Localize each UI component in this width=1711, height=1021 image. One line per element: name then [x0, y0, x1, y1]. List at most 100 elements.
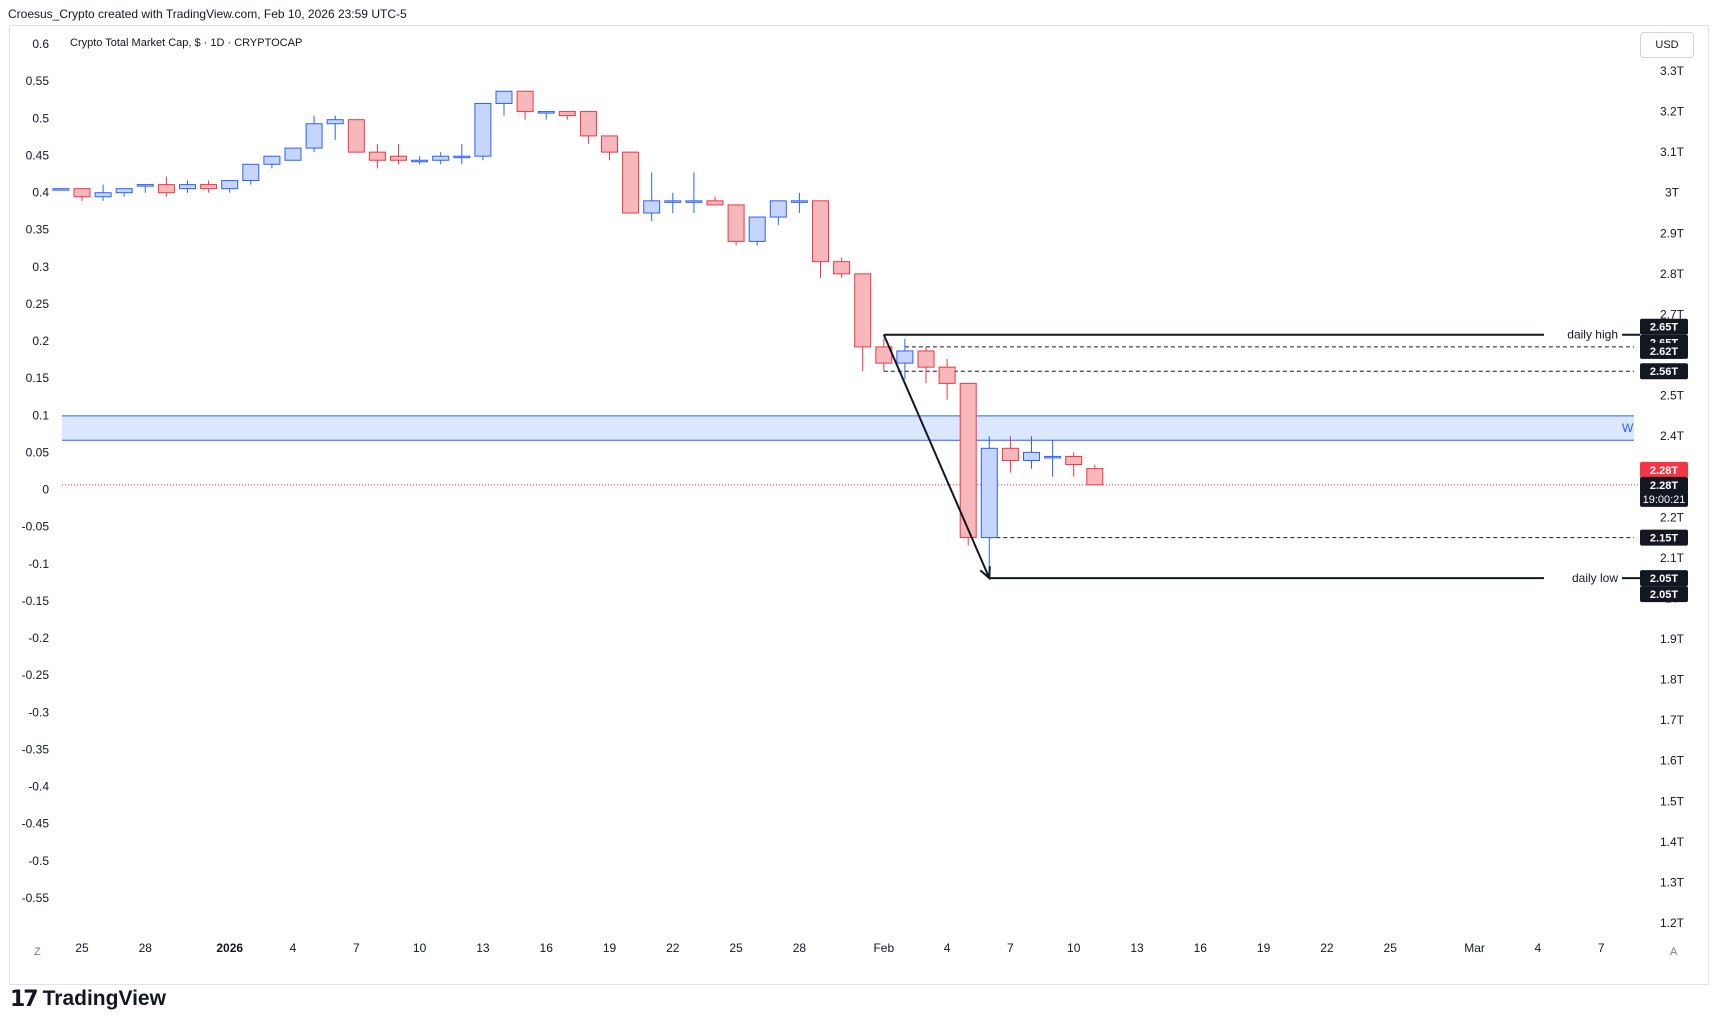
candle-body-31: [706, 200, 724, 206]
candle-body-43: [959, 382, 977, 539]
left-tick-0: 0.6: [32, 37, 49, 51]
candle-body-13: [326, 119, 344, 125]
price-tag-3: 2.56T: [1640, 363, 1688, 380]
candle-body-29: [664, 200, 682, 203]
candle-25: [579, 111, 597, 145]
price-tag-bg-3: [1640, 363, 1688, 380]
price-tag-text-7: 2.15T: [1650, 533, 1678, 545]
axis-corner-left[interactable]: Z: [34, 946, 41, 958]
candle-35: [790, 192, 808, 213]
candle-body-37: [833, 261, 851, 275]
price-tag-text-0: 2.65T: [1650, 322, 1678, 334]
right-tick-5: 2.8T: [1660, 267, 1685, 281]
time-label-0: 25: [75, 941, 89, 955]
zone-fill: [62, 415, 1634, 441]
level-lines-layer: daily high daily low: [62, 328, 1640, 585]
candle-body-20: [474, 102, 492, 157]
time-label-19: 22: [1320, 941, 1334, 955]
axis-corner-right[interactable]: A: [1670, 946, 1678, 958]
right-tick-15: 1.8T: [1660, 673, 1685, 687]
time-label-16: 13: [1130, 941, 1144, 955]
candle-10: [263, 155, 281, 169]
right-tick-9: 2.4T: [1660, 429, 1685, 443]
right-tick-20: 1.3T: [1660, 875, 1685, 889]
candle-44: [980, 436, 998, 579]
candle-body-21: [495, 90, 513, 104]
time-label-1: 28: [139, 941, 153, 955]
tradingview-logo[interactable]: 17 TradingView: [10, 985, 166, 1013]
candle-body-10: [263, 155, 281, 165]
candle-24: [558, 111, 576, 120]
attribution-header: Croesus_Crypto created with TradingView.…: [8, 7, 407, 21]
price-tag-text-8: 2.05T: [1650, 573, 1678, 585]
time-label-8: 19: [603, 941, 617, 955]
price-tag-bg-2: [1640, 342, 1688, 359]
candle-22: [516, 90, 534, 120]
candle-body-15: [368, 151, 386, 161]
currency-button[interactable]: USD: [1640, 32, 1694, 58]
candle-body-1: [73, 188, 91, 198]
left-tick-8: 0.2: [32, 334, 49, 348]
candle-body-12: [305, 123, 323, 149]
left-axis: 0.6 0.55 0.5 0.45 0.4 0.35 0.3 0.25 0.2 0.15 0.1 0.…: [22, 37, 50, 905]
candle-body-5: [157, 184, 175, 194]
right-tick-17: 1.6T: [1660, 754, 1685, 768]
time-axis[interactable]: 25 28 2026 4 7 10 13 16 19 22 25 28 Feb 4 7 10 13 16 19 22 2…: [75, 941, 1605, 955]
price-tag-bg-5: [1640, 476, 1688, 493]
tradingview-logo-icon: 17: [10, 986, 39, 1012]
left-tick-17: -0.25: [22, 668, 50, 682]
price-tag-text-2: 2.62T: [1650, 346, 1678, 358]
candle-12: [305, 115, 323, 153]
candle-2: [94, 184, 112, 201]
candle-body-17: [411, 159, 429, 163]
price-tag-bg-0: [1640, 318, 1688, 335]
candle-31: [706, 196, 724, 206]
candle-41: [917, 346, 935, 384]
candle-28: [643, 172, 661, 222]
candle-5: [157, 176, 175, 197]
left-tick-22: -0.5: [28, 854, 49, 868]
time-label-10: 25: [729, 941, 743, 955]
candle-body-48: [1065, 455, 1083, 466]
right-tick-4: 2.9T: [1660, 226, 1685, 240]
level-label-0: daily high: [1567, 328, 1618, 342]
candle-body-33: [748, 216, 766, 242]
price-tag-5: 2.28T: [1640, 476, 1688, 493]
time-label-4: 7: [353, 941, 360, 955]
time-label-18: 19: [1257, 941, 1271, 955]
candle-37: [833, 257, 851, 278]
price-tag-bg-7: [1640, 529, 1688, 546]
right-tick-8: 2.5T: [1660, 389, 1685, 403]
price-tag-text-5: 2.28T: [1650, 480, 1678, 492]
candle-32: [727, 204, 745, 246]
right-tick-21: 1.2T: [1660, 916, 1685, 930]
candle-body-3: [115, 188, 133, 194]
price-tag-text-9: 2.05T: [1650, 589, 1678, 601]
candle-body-9: [242, 163, 260, 182]
candle-body-32: [727, 204, 745, 242]
candle-6: [179, 180, 196, 193]
time-label-11: 28: [793, 941, 807, 955]
right-tick-11: 2.2T: [1660, 510, 1685, 524]
left-tick-5: 0.35: [26, 223, 50, 237]
price-tag-7: 2.15T: [1640, 529, 1688, 546]
left-tick-4: 0.4: [32, 186, 49, 200]
price-tag-bg-9: [1640, 586, 1688, 603]
candle-43: [959, 382, 977, 546]
left-tick-13: -0.05: [22, 520, 50, 534]
left-tick-1: 0.55: [26, 74, 50, 88]
resistance-zone-layer: W: [62, 415, 1634, 441]
candle-body-22: [516, 90, 534, 113]
price-tag-bg-8: [1640, 570, 1688, 587]
left-tick-20: -0.4: [28, 780, 49, 794]
candle-body-41: [917, 350, 935, 368]
price-tag-9: 2.05T: [1640, 586, 1688, 603]
chart-title: Crypto Total Market Cap, $ · 1D · CRYPTO…: [70, 37, 302, 49]
candle-45: [1001, 436, 1019, 473]
price-tag-8: 2.05T: [1640, 570, 1688, 587]
candle-body-34: [769, 200, 787, 218]
right-tick-18: 1.5T: [1660, 794, 1685, 808]
tradingview-brand-text: TradingView: [42, 987, 166, 1010]
time-label-7: 16: [540, 941, 554, 955]
